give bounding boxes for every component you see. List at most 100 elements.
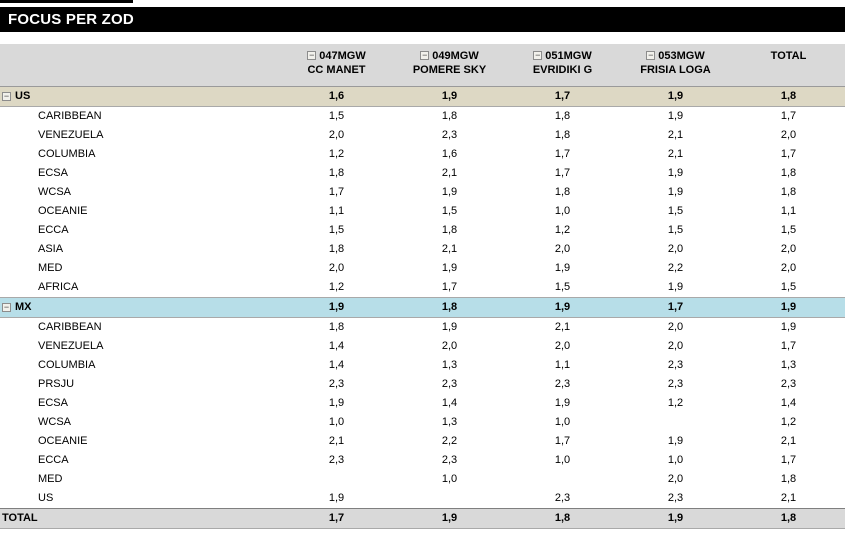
value-cell[interactable]: 2,1 (732, 431, 845, 451)
value-cell[interactable]: 2,0 (619, 469, 732, 489)
value-cell[interactable]: 2,3 (506, 374, 619, 394)
value-cell[interactable]: 1,8 (506, 125, 619, 145)
value-cell[interactable]: 2,0 (506, 336, 619, 356)
value-cell[interactable]: 2,1 (506, 317, 619, 337)
value-cell[interactable]: 1,8 (732, 163, 845, 183)
value-cell[interactable]: 1,7 (506, 163, 619, 183)
value-cell[interactable]: 1,5 (280, 220, 393, 240)
value-cell[interactable]: 1,8 (506, 182, 619, 202)
value-cell[interactable]: 1,0 (280, 412, 393, 432)
value-cell[interactable]: 1,9 (393, 182, 506, 202)
value-cell[interactable]: 2,1 (619, 144, 732, 164)
value-cell[interactable]: 1,3 (393, 355, 506, 375)
value-cell[interactable]: 1,1 (280, 201, 393, 221)
child-row-label[interactable]: ASIA (0, 239, 280, 259)
value-cell[interactable]: 1,9 (619, 85, 732, 107)
value-cell[interactable]: 1,1 (506, 355, 619, 375)
collapse-column-icon[interactable]: − (420, 50, 430, 60)
value-cell[interactable]: 1,6 (280, 85, 393, 107)
child-row-label[interactable]: CARIBBEAN (0, 317, 280, 337)
value-cell[interactable]: 2,1 (393, 239, 506, 259)
value-cell[interactable]: 2,2 (619, 258, 732, 278)
child-row-label[interactable]: MED (0, 469, 280, 489)
value-cell[interactable]: 1,5 (619, 201, 732, 221)
value-cell[interactable]: 1,7 (280, 182, 393, 202)
value-cell[interactable]: 1,7 (732, 336, 845, 356)
value-cell[interactable]: 1,9 (619, 163, 732, 183)
value-cell[interactable]: 1,7 (280, 507, 393, 529)
value-cell[interactable]: 1,5 (280, 106, 393, 126)
value-cell[interactable]: 1,5 (732, 277, 845, 297)
value-cell[interactable]: 1,0 (506, 201, 619, 221)
collapse-row-icon[interactable]: − (2, 301, 11, 312)
value-cell[interactable]: 2,0 (280, 258, 393, 278)
value-cell[interactable]: 1,9 (280, 488, 393, 508)
collapse-column-icon[interactable]: − (307, 50, 317, 60)
value-cell[interactable]: 2,1 (393, 163, 506, 183)
value-cell[interactable]: 1,9 (619, 106, 732, 126)
value-cell[interactable]: 1,6 (393, 144, 506, 164)
value-cell[interactable]: 2,3 (393, 125, 506, 145)
value-cell[interactable]: 2,0 (619, 336, 732, 356)
value-cell[interactable]: 1,2 (732, 412, 845, 432)
value-cell[interactable]: 1,4 (280, 355, 393, 375)
value-cell[interactable]: 2,3 (619, 374, 732, 394)
value-cell[interactable]: 2,0 (732, 125, 845, 145)
value-cell[interactable]: 2,3 (280, 374, 393, 394)
value-cell[interactable]: 1,2 (619, 393, 732, 413)
value-cell[interactable]: 1,9 (506, 296, 619, 318)
value-cell[interactable]: 1,3 (732, 355, 845, 375)
value-cell[interactable]: 1,9 (506, 258, 619, 278)
value-cell[interactable]: 1,8 (393, 106, 506, 126)
value-cell[interactable]: 2,3 (619, 355, 732, 375)
child-row-label[interactable]: MED (0, 258, 280, 278)
value-cell[interactable]: 1,9 (619, 431, 732, 451)
value-cell[interactable]: 2,0 (732, 258, 845, 278)
value-cell[interactable]: 2,3 (280, 450, 393, 470)
value-cell[interactable] (506, 469, 619, 489)
column-header-047mgw[interactable]: −047MGW CC MANET (280, 44, 393, 87)
value-cell[interactable]: 1,9 (619, 507, 732, 529)
group-row-label[interactable]: − MX (0, 296, 280, 318)
value-cell[interactable]: 1,7 (732, 144, 845, 164)
child-row-label[interactable]: ECSA (0, 393, 280, 413)
value-cell[interactable]: 1,8 (732, 469, 845, 489)
value-cell[interactable]: 1,9 (393, 258, 506, 278)
value-cell[interactable] (393, 488, 506, 508)
value-cell[interactable]: 1,8 (732, 85, 845, 107)
value-cell[interactable]: 1,7 (732, 106, 845, 126)
value-cell[interactable]: 1,8 (393, 296, 506, 318)
value-cell[interactable]: 1,7 (506, 144, 619, 164)
value-cell[interactable]: 1,2 (280, 277, 393, 297)
value-cell[interactable]: 2,2 (393, 431, 506, 451)
value-cell[interactable]: 1,9 (619, 182, 732, 202)
value-cell[interactable]: 1,9 (619, 277, 732, 297)
value-cell[interactable]: 2,1 (280, 431, 393, 451)
value-cell[interactable]: 1,8 (506, 106, 619, 126)
value-cell[interactable]: 1,5 (619, 220, 732, 240)
child-row-label[interactable]: OCEANIE (0, 201, 280, 221)
value-cell[interactable]: 2,1 (732, 488, 845, 508)
child-row-label[interactable]: OCEANIE (0, 431, 280, 451)
grand-total-label[interactable]: TOTAL (0, 507, 280, 529)
child-row-label[interactable]: WCSA (0, 412, 280, 432)
value-cell[interactable]: 1,9 (280, 393, 393, 413)
value-cell[interactable]: 1,7 (506, 85, 619, 107)
value-cell[interactable]: 2,0 (280, 125, 393, 145)
value-cell[interactable]: 2,0 (393, 336, 506, 356)
value-cell[interactable]: 1,7 (619, 296, 732, 318)
value-cell[interactable]: 2,3 (393, 374, 506, 394)
child-row-label[interactable]: VENEZUELA (0, 125, 280, 145)
value-cell[interactable]: 1,5 (506, 277, 619, 297)
value-cell[interactable]: 1,7 (506, 431, 619, 451)
child-row-label[interactable]: CARIBBEAN (0, 106, 280, 126)
value-cell[interactable]: 2,0 (619, 317, 732, 337)
child-row-label[interactable]: ECSA (0, 163, 280, 183)
value-cell[interactable]: 1,0 (506, 450, 619, 470)
child-row-label[interactable]: VENEZUELA (0, 336, 280, 356)
value-cell[interactable]: 1,9 (393, 317, 506, 337)
value-cell[interactable]: 1,8 (732, 507, 845, 529)
group-row-label[interactable]: − US (0, 85, 280, 107)
value-cell[interactable]: 1,0 (506, 412, 619, 432)
value-cell[interactable]: 2,0 (732, 239, 845, 259)
